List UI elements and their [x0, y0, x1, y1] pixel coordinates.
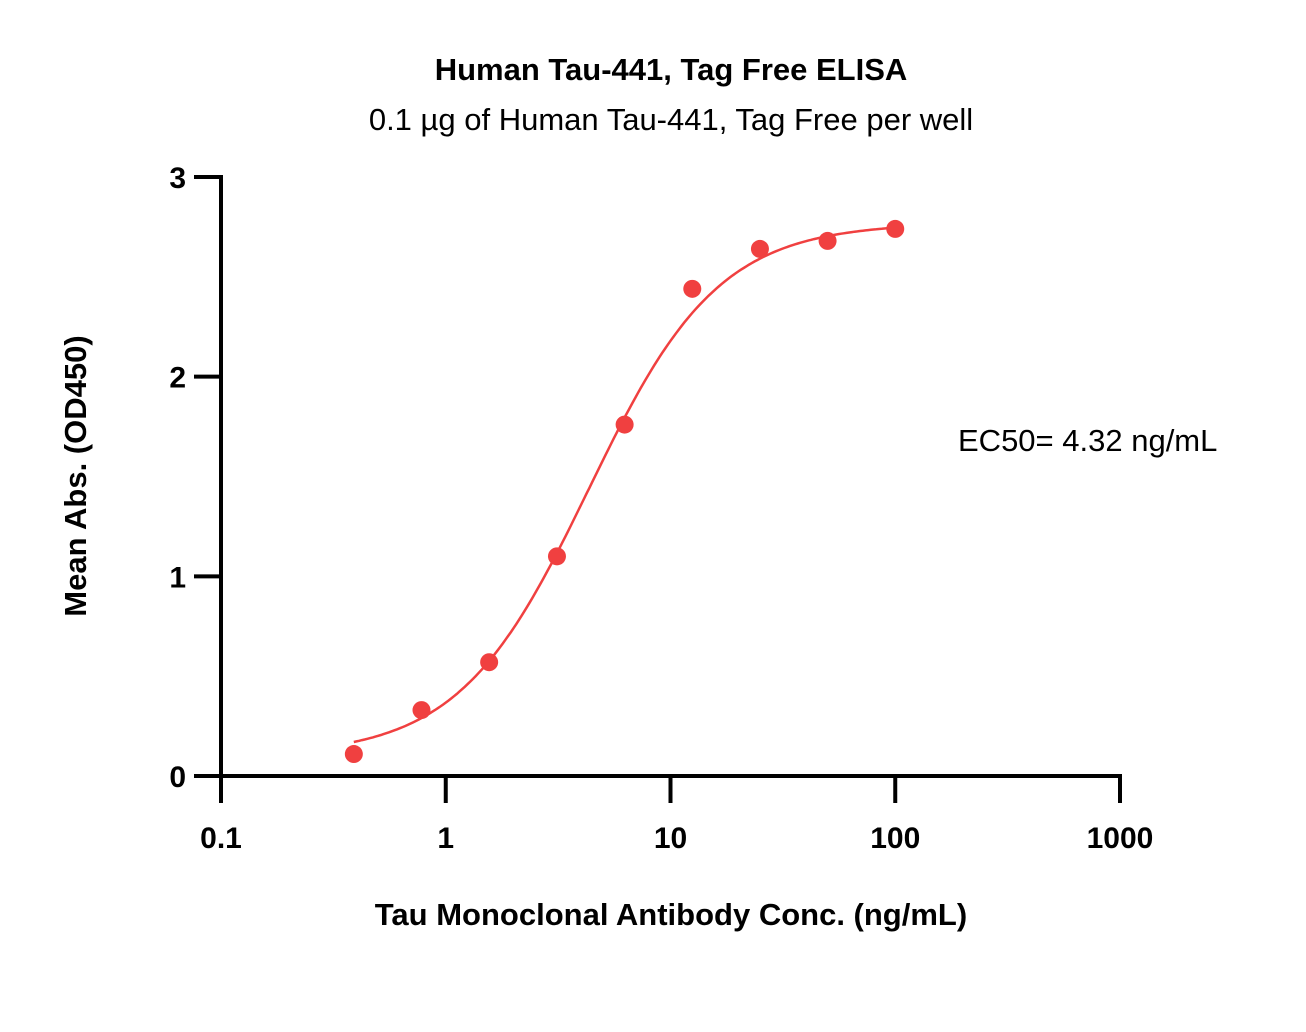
data-point [344, 745, 363, 764]
y-tick-label: 1 [169, 561, 186, 594]
data-point [615, 415, 634, 434]
y-axis-label: Mean Abs. (OD450) [58, 335, 93, 616]
ec50-annotation: EC50= 4.32 ng/mL [958, 423, 1217, 458]
y-tick-label: 2 [169, 362, 186, 395]
data-point [547, 547, 566, 566]
chart-title: Human Tau-441, Tag Free ELISA [435, 52, 908, 87]
y-tick-label: 0 [169, 761, 186, 794]
chart-subtitle: 0.1 µg of Human Tau-441, Tag Free per we… [369, 102, 973, 137]
data-point [480, 653, 499, 672]
x-tick-label: 1 [437, 822, 454, 855]
x-tick-label: 0.1 [200, 822, 242, 855]
data-point [412, 701, 431, 720]
data-point [750, 239, 769, 258]
data-point [683, 279, 702, 298]
x-axis-label: Tau Monoclonal Antibody Conc. (ng/mL) [375, 897, 967, 932]
x-tick-label: 10 [654, 822, 687, 855]
data-point [886, 219, 905, 238]
fit-curve [353, 226, 896, 744]
y-tick-label: 3 [169, 162, 186, 195]
x-tick-label: 100 [870, 822, 920, 855]
data-point [818, 231, 837, 250]
x-tick-label: 1000 [1087, 822, 1154, 855]
